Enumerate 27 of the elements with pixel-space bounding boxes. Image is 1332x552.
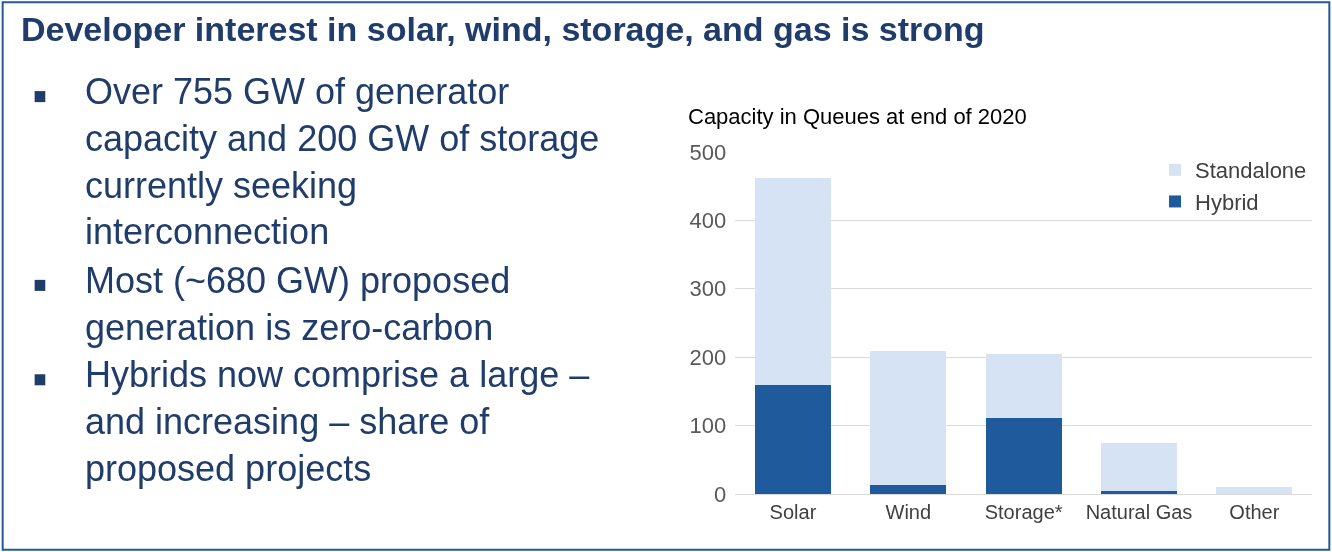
y-tick-label: 400 xyxy=(689,207,727,233)
chart-subtitle: Capacity in Queues at end of 2020 xyxy=(688,104,1027,129)
chart-title: Developer interest in solar, wind, storage, and gas is strong xyxy=(21,10,985,48)
bar xyxy=(754,177,831,386)
x-tick-label: Other xyxy=(1229,501,1280,524)
bar xyxy=(1100,443,1178,492)
text: Hybrids now comprise a large – and increasing – share of proposed projects xyxy=(85,354,590,489)
bar xyxy=(985,418,1062,495)
bar xyxy=(870,350,947,486)
y-tick-label: 100 xyxy=(689,413,727,439)
text: Over 755 GW of generator capacity and 200 GW of storage currently seeking interconnection xyxy=(85,71,600,253)
bar xyxy=(1100,491,1178,495)
y-tick-label: 200 xyxy=(689,344,727,370)
bar xyxy=(985,354,1062,419)
x-tick-label: Natural Gas xyxy=(1085,501,1193,524)
bar xyxy=(870,485,947,495)
legend-label: Standalone xyxy=(1195,158,1307,184)
x-tick-label: Storage* xyxy=(984,501,1063,524)
bar xyxy=(1216,486,1293,495)
y-tick-label: 300 xyxy=(689,276,727,302)
x-tick-label: Solar xyxy=(769,501,817,524)
x-tick-label: Wind xyxy=(885,501,932,524)
legend-label: Hybrid xyxy=(1195,190,1259,216)
y-tick-label: 500 xyxy=(689,139,727,165)
text: Most (~680 GW) proposed generation is zero-carbon xyxy=(85,260,511,348)
bar xyxy=(754,385,831,495)
y-tick-label: 0 xyxy=(714,481,727,507)
